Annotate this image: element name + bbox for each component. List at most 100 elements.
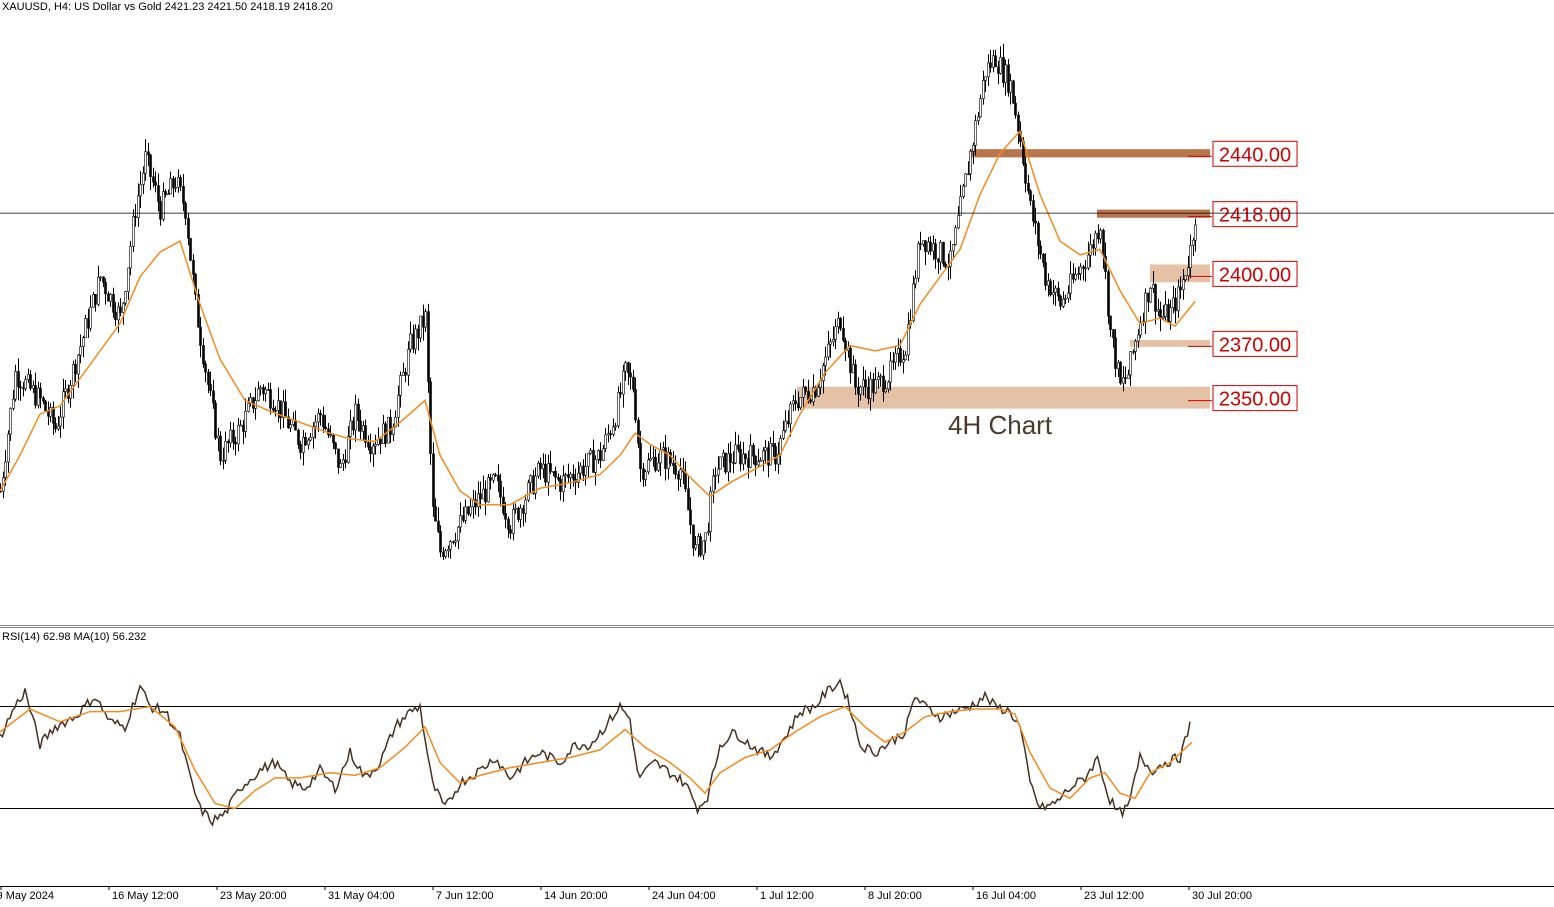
- candle-body: [52, 407, 55, 424]
- candle-body: [87, 318, 90, 329]
- candle-body: [432, 453, 435, 507]
- candle-body: [1174, 297, 1177, 312]
- candle-body: [679, 469, 682, 480]
- candle-body: [534, 475, 537, 494]
- candle-body: [1172, 297, 1175, 308]
- zone-price-label-1: 2418.00: [1219, 205, 1291, 227]
- candle-body: [1119, 362, 1122, 384]
- candle-body: [1144, 292, 1147, 322]
- candle-body: [687, 488, 690, 511]
- candle-body: [354, 403, 357, 431]
- candle-body: [1077, 273, 1080, 276]
- candle-body: [839, 318, 842, 329]
- candle-body: [112, 294, 115, 313]
- candle-body: [14, 371, 17, 400]
- candle-body: [1159, 309, 1162, 319]
- candle-body: [1124, 377, 1127, 379]
- candle-body: [319, 412, 322, 416]
- candle-body: [1014, 102, 1017, 116]
- candle-body: [899, 348, 902, 363]
- candle-body: [864, 379, 867, 388]
- candle-body: [869, 378, 872, 399]
- candle-body: [1067, 292, 1070, 299]
- candle-body: [557, 477, 560, 480]
- candle-body: [912, 283, 915, 321]
- candle-body: [984, 76, 987, 81]
- date-tick-label-1: 16 May 12:00: [112, 890, 179, 902]
- date-tick-label-5: 14 Jun 20:00: [544, 890, 608, 902]
- candle-body: [12, 398, 15, 409]
- candle-body: [207, 371, 210, 385]
- rsi-header: RSI(14) 62.98 MA(10) 56.232: [2, 631, 147, 643]
- candle-body: [1087, 254, 1090, 269]
- candle-body: [447, 548, 450, 552]
- candle-body: [139, 184, 142, 197]
- candle-body: [594, 459, 597, 473]
- candle-body: [427, 311, 430, 382]
- candle-body: [1147, 292, 1150, 303]
- candle-body: [439, 531, 442, 553]
- candle-body: [507, 518, 510, 530]
- candle-body: [987, 62, 990, 78]
- candle-body: [702, 540, 705, 556]
- candle-body: [359, 420, 362, 432]
- candle-body: [287, 416, 290, 429]
- candle-body: [57, 425, 60, 430]
- candle-body: [289, 424, 292, 429]
- candle-body: [1152, 284, 1155, 289]
- candle-body: [1137, 334, 1140, 342]
- candle-body: [887, 381, 890, 390]
- rsi-layer: [0, 678, 1554, 827]
- candle-body: [514, 507, 517, 510]
- candle-body: [744, 453, 747, 459]
- candle-body: [492, 474, 495, 481]
- candle-body: [1184, 275, 1187, 280]
- candle-body: [957, 214, 960, 229]
- candle-body: [97, 276, 100, 305]
- date-tick-label-4: 7 Jun 12:00: [436, 890, 494, 902]
- date-tick-label-3: 31 May 04:00: [328, 890, 395, 902]
- candle-body: [1189, 245, 1192, 268]
- candle-body: [1037, 222, 1040, 247]
- candle-body: [147, 151, 150, 156]
- candle-body: [504, 513, 507, 520]
- candle-body: [1004, 64, 1007, 84]
- candle-body: [157, 185, 160, 202]
- candle-body: [519, 507, 522, 520]
- candle-body: [804, 386, 807, 392]
- candle-body: [307, 439, 310, 446]
- candle-body: [1117, 362, 1120, 369]
- candle-body: [1097, 232, 1100, 240]
- candle-body: [564, 474, 567, 477]
- candle-body: [419, 315, 422, 339]
- candle-body: [647, 459, 650, 473]
- candle-body: [374, 444, 377, 447]
- candle-body: [737, 444, 740, 450]
- candle-body: [929, 241, 932, 252]
- candle-body: [434, 506, 437, 522]
- date-tick-label-2: 23 May 20:00: [220, 890, 287, 902]
- candle-body: [184, 203, 187, 219]
- zone-label-box-0: [1212, 140, 1298, 167]
- date-tick-label-8: 8 Jul 20:00: [868, 890, 922, 902]
- zone-price-label-4: 2350.00: [1219, 389, 1291, 411]
- candle-body: [339, 463, 342, 468]
- candle-body: [749, 444, 752, 468]
- candle-body: [372, 445, 375, 455]
- candle-body: [394, 416, 397, 428]
- candle-body: [724, 452, 727, 473]
- candle-body: [1059, 295, 1062, 307]
- date-tick-label-0: 9 May 2024: [0, 890, 54, 902]
- candle-body: [919, 243, 922, 245]
- candle-body: [154, 181, 157, 186]
- candle-body: [137, 195, 140, 218]
- candle-body: [1122, 377, 1125, 384]
- candle-body: [7, 433, 10, 463]
- candle-body: [944, 263, 947, 268]
- timeframe-annotation: 4H Chart: [948, 410, 1053, 440]
- candle-body: [1049, 280, 1052, 296]
- candle-body: [19, 386, 22, 389]
- zone-band-3: [1130, 339, 1210, 347]
- candle-body: [554, 470, 557, 478]
